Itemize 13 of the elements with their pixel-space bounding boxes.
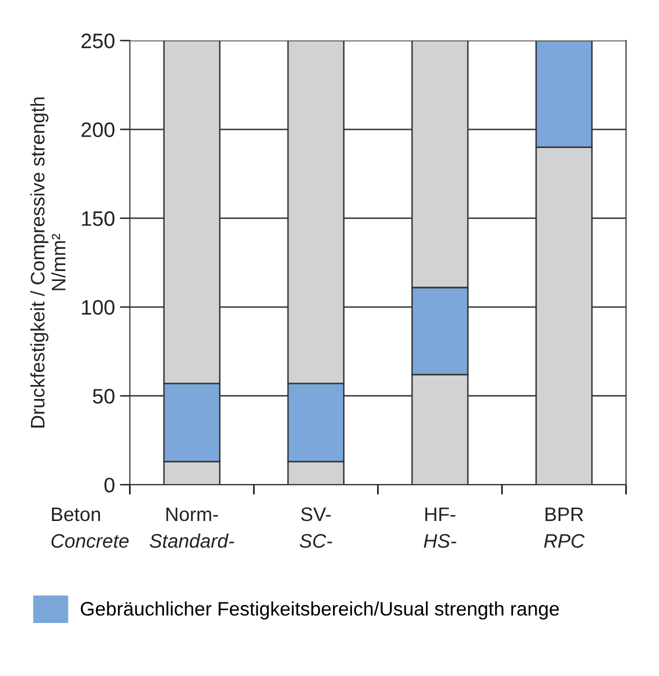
x-tick-label: SV- SC- [300, 507, 332, 548]
y-tick-label: 100 [82, 300, 114, 315]
x-axis-title: Beton Concrete [52, 508, 129, 548]
x-tick-label: Norm- Standard- [150, 508, 234, 548]
x-tick-label: HF- HS- [424, 508, 456, 548]
y-tick-label: 250 [82, 34, 114, 48]
y-tick-label: 50 [92, 388, 114, 404]
y-tick-label: 200 [82, 122, 114, 138]
legend-label: Gebräuchlicher Festigkeitsbereich/Usual strength range [80, 601, 559, 620]
y-tick-label: 0 [104, 478, 114, 492]
y-axis-title: Druckfestigkeit / Compressive strength N/mm² [30, 97, 66, 428]
x-tick-label: BPR RPC [544, 508, 585, 548]
y-tick-label: 150 [82, 211, 114, 226]
